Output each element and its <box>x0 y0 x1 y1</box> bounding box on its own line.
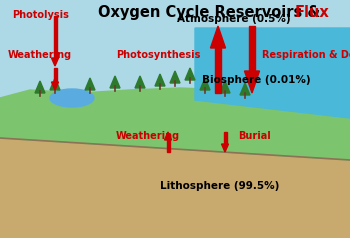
Polygon shape <box>0 88 350 160</box>
Polygon shape <box>200 78 210 90</box>
Text: Biosphere (0.01%): Biosphere (0.01%) <box>202 75 310 85</box>
Bar <box>167 140 169 152</box>
Text: Weathering: Weathering <box>8 50 72 60</box>
Polygon shape <box>135 76 145 88</box>
Polygon shape <box>195 28 350 118</box>
Bar <box>224 132 226 144</box>
Bar <box>54 16 56 58</box>
Text: Burial: Burial <box>238 131 271 141</box>
Polygon shape <box>210 26 225 48</box>
Polygon shape <box>85 78 95 90</box>
Bar <box>248 26 256 71</box>
Polygon shape <box>51 58 58 66</box>
Text: Respiration & Decay: Respiration & Decay <box>262 50 350 60</box>
Polygon shape <box>110 76 120 88</box>
Text: Photosynthesis: Photosynthesis <box>116 50 200 60</box>
Polygon shape <box>222 144 229 152</box>
Polygon shape <box>220 81 230 93</box>
Polygon shape <box>155 74 165 86</box>
Text: Weathering: Weathering <box>116 131 180 141</box>
Polygon shape <box>0 138 350 238</box>
Polygon shape <box>50 78 60 90</box>
Text: Oxygen Cycle Reservoirs &: Oxygen Cycle Reservoirs & <box>98 5 325 20</box>
Polygon shape <box>185 68 195 80</box>
Polygon shape <box>245 71 259 93</box>
Text: Lithosphere (99.5%): Lithosphere (99.5%) <box>160 181 280 191</box>
Polygon shape <box>51 82 58 90</box>
Bar <box>215 48 221 93</box>
Polygon shape <box>170 71 180 83</box>
Polygon shape <box>240 83 250 95</box>
Bar <box>54 68 56 82</box>
Text: Photolysis: Photolysis <box>12 10 69 20</box>
Polygon shape <box>35 81 45 93</box>
Text: Flux: Flux <box>295 5 330 20</box>
Text: Atmosphere (0.5%): Atmosphere (0.5%) <box>177 14 291 24</box>
Ellipse shape <box>50 89 94 107</box>
Polygon shape <box>164 132 172 140</box>
